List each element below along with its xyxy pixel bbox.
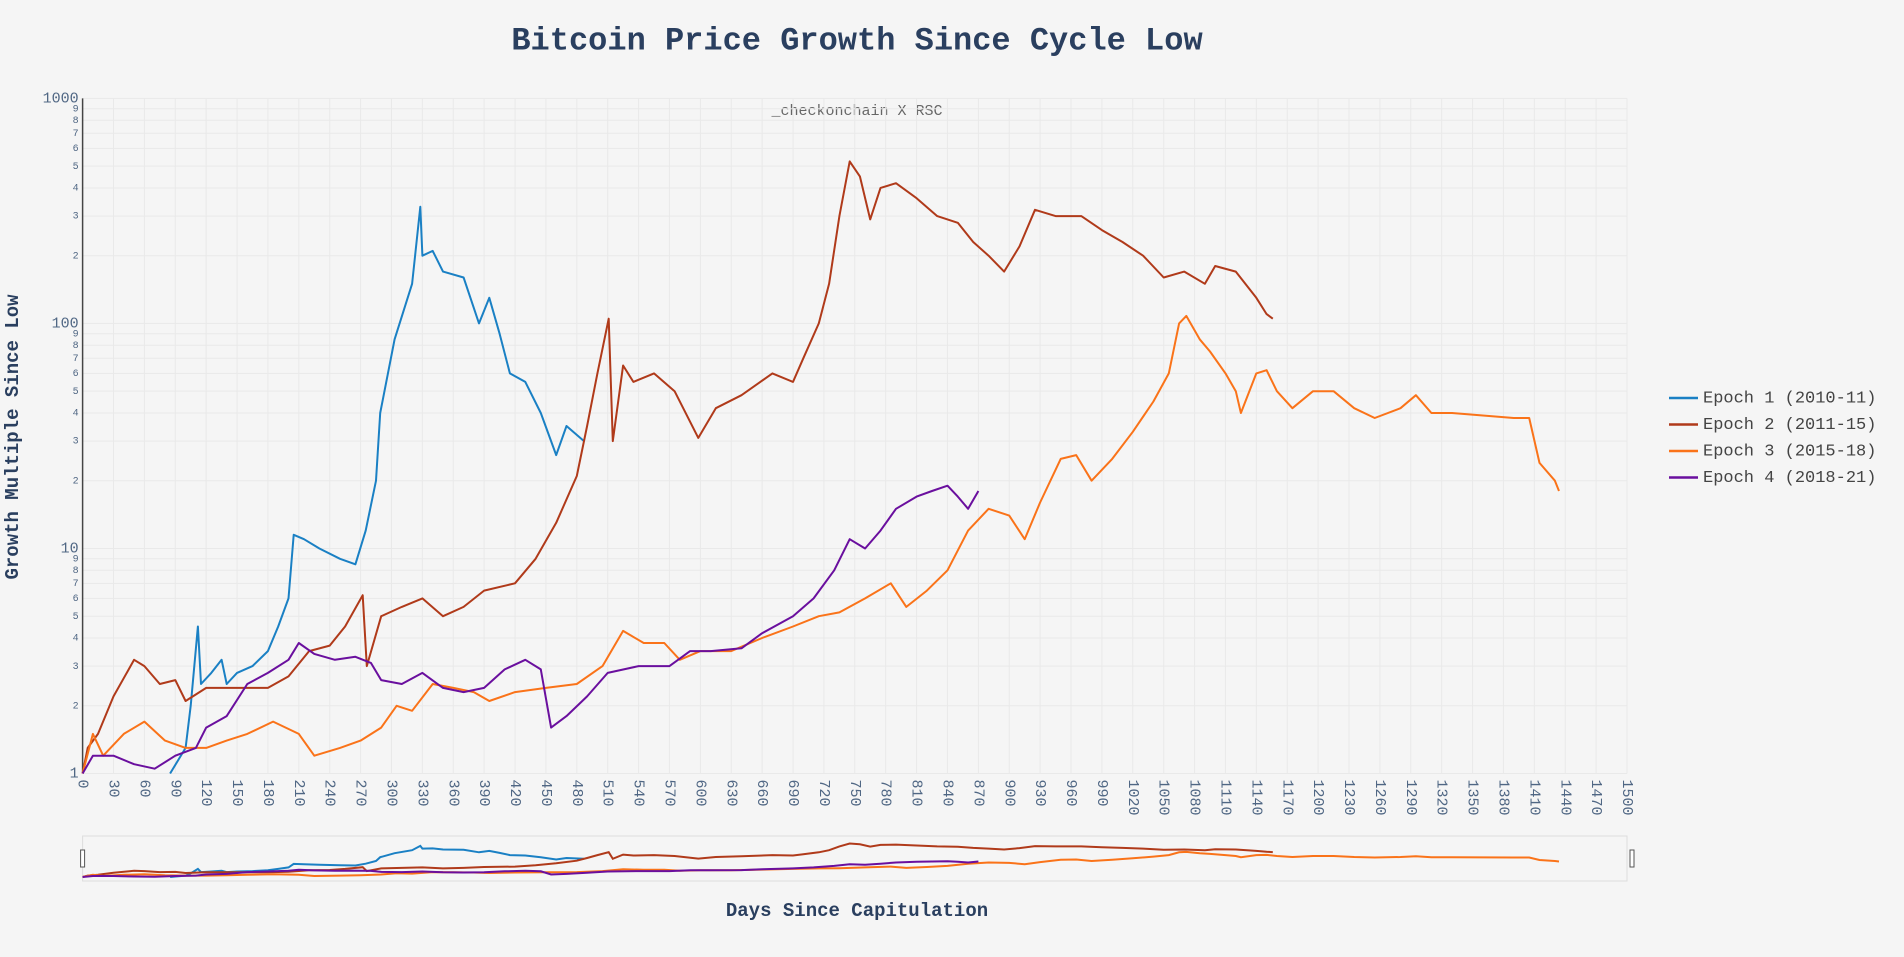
x-tick-label: 540 xyxy=(630,780,647,807)
series-line xyxy=(81,160,1274,774)
legend-label: Epoch 4 (2018-21) xyxy=(1703,469,1876,488)
y-tick-label: 3 xyxy=(73,662,79,673)
y-tick-label: 10 xyxy=(61,540,79,557)
y-tick-label: 3 xyxy=(73,212,79,223)
x-tick-label: 1410 xyxy=(1525,780,1542,816)
y-tick-label: 7 xyxy=(73,579,79,590)
y-tick-label: 9 xyxy=(73,554,79,565)
x-tick-label: 960 xyxy=(1062,780,1079,807)
x-tick-label: 450 xyxy=(537,780,554,807)
x-tick-label: 780 xyxy=(877,780,894,807)
x-tick-label: 1470 xyxy=(1587,780,1604,816)
y-tick-label: 9 xyxy=(73,104,79,115)
x-tick-label: 1050 xyxy=(1155,780,1172,816)
x-tick-label: 1260 xyxy=(1371,780,1388,816)
x-tick-label: 180 xyxy=(259,780,276,807)
x-tick-label: 510 xyxy=(599,780,616,807)
y-tick-label: 1 xyxy=(70,765,79,782)
y-tick-label: 5 xyxy=(73,387,79,398)
x-tick-label: 690 xyxy=(784,780,801,807)
y-tick-label: 5 xyxy=(73,162,79,173)
x-tick-label: 750 xyxy=(846,780,863,807)
slider-handle[interactable] xyxy=(80,849,86,868)
y-tick-label: 8 xyxy=(73,341,79,352)
y-tick-label: 3 xyxy=(73,437,79,448)
x-tick-label: 240 xyxy=(321,780,338,807)
x-tick-label: 900 xyxy=(1000,780,1017,807)
x-tick-label: 1140 xyxy=(1247,780,1264,816)
x-tick-label: 1110 xyxy=(1216,780,1233,816)
y-tick-label: 6 xyxy=(73,594,79,605)
y-tick-label: 2 xyxy=(73,701,79,712)
y-tick-label: 8 xyxy=(73,566,79,577)
range-slider xyxy=(82,835,1628,882)
x-tick-label: 1290 xyxy=(1402,780,1419,816)
x-tick-label: 720 xyxy=(815,780,832,807)
x-tick-label: 330 xyxy=(413,780,430,807)
y-tick-label: 1000 xyxy=(43,90,79,107)
x-tick-label: 1230 xyxy=(1340,780,1357,816)
slider-line xyxy=(82,850,1560,878)
y-tick-label: 7 xyxy=(73,129,79,140)
x-tick-label: 1500 xyxy=(1618,780,1635,816)
x-tick-label: 600 xyxy=(691,780,708,807)
x-tick-label: 630 xyxy=(722,780,739,807)
y-tick-label: 4 xyxy=(73,634,79,645)
y-tick-label: 9 xyxy=(73,329,79,340)
x-tick-label: 840 xyxy=(938,780,955,807)
x-tick-label: 1170 xyxy=(1278,780,1295,816)
x-tick-label: 1320 xyxy=(1433,780,1450,816)
y-tick-label: 5 xyxy=(73,612,79,623)
x-tick-label: 1380 xyxy=(1494,780,1511,816)
y-axis-label: Growth Multiple Since Low xyxy=(2,294,24,580)
x-axis-label: Days Since Capitulation xyxy=(726,900,988,922)
x-tick-label: 930 xyxy=(1031,780,1048,807)
x-tick-label: 210 xyxy=(290,780,307,807)
series-line xyxy=(81,484,980,775)
legend-label: Epoch 3 (2015-18) xyxy=(1703,442,1876,461)
legend-label: Epoch 1 (2010-11) xyxy=(1703,389,1876,408)
slider-line xyxy=(170,844,585,878)
slider-line xyxy=(82,860,979,878)
x-tick-label: 0 xyxy=(74,780,91,789)
x-tick-label: 660 xyxy=(753,780,770,807)
x-tick-label: 360 xyxy=(444,780,461,807)
y-tick-label: 6 xyxy=(73,144,79,155)
x-tick-label: 870 xyxy=(969,780,986,807)
y-tick-label: 100 xyxy=(52,315,79,332)
x-tick-label: 810 xyxy=(908,780,925,807)
x-tick-label: 60 xyxy=(135,780,152,798)
x-tick-label: 420 xyxy=(506,780,523,807)
y-tick-label: 7 xyxy=(73,354,79,365)
y-tick-label: 8 xyxy=(73,116,79,127)
x-tick-label: 390 xyxy=(475,780,492,807)
x-tick-label: 1020 xyxy=(1124,780,1141,816)
y-tick-label: 6 xyxy=(73,369,79,380)
x-tick-label: 1200 xyxy=(1309,780,1326,816)
y-tick-label: 4 xyxy=(73,184,79,195)
x-tick-label: 270 xyxy=(352,780,369,807)
x-tick-label: 570 xyxy=(661,780,678,807)
x-tick-label: 1440 xyxy=(1556,780,1573,816)
slider-handle[interactable] xyxy=(1629,849,1635,868)
legend-label: Epoch 2 (2011-15) xyxy=(1703,416,1876,435)
x-tick-label: 990 xyxy=(1093,780,1110,807)
series-line xyxy=(169,205,585,775)
x-tick-label: 150 xyxy=(228,780,245,807)
x-tick-label: 120 xyxy=(197,780,214,807)
y-tick-label: 4 xyxy=(73,409,79,420)
x-tick-label: 1350 xyxy=(1464,780,1481,816)
x-tick-label: 90 xyxy=(166,780,183,798)
series-line xyxy=(81,314,1560,774)
x-tick-label: 30 xyxy=(105,780,122,798)
y-tick-label: 2 xyxy=(73,251,79,262)
x-tick-label: 300 xyxy=(383,780,400,807)
x-tick-label: 480 xyxy=(568,780,585,807)
x-tick-label: 1080 xyxy=(1186,780,1203,816)
y-tick-label: 2 xyxy=(73,476,79,487)
annotation: _checkonchain X RSC xyxy=(770,103,942,120)
chart-title: Bitcoin Price Growth Since Cycle Low xyxy=(511,22,1203,59)
